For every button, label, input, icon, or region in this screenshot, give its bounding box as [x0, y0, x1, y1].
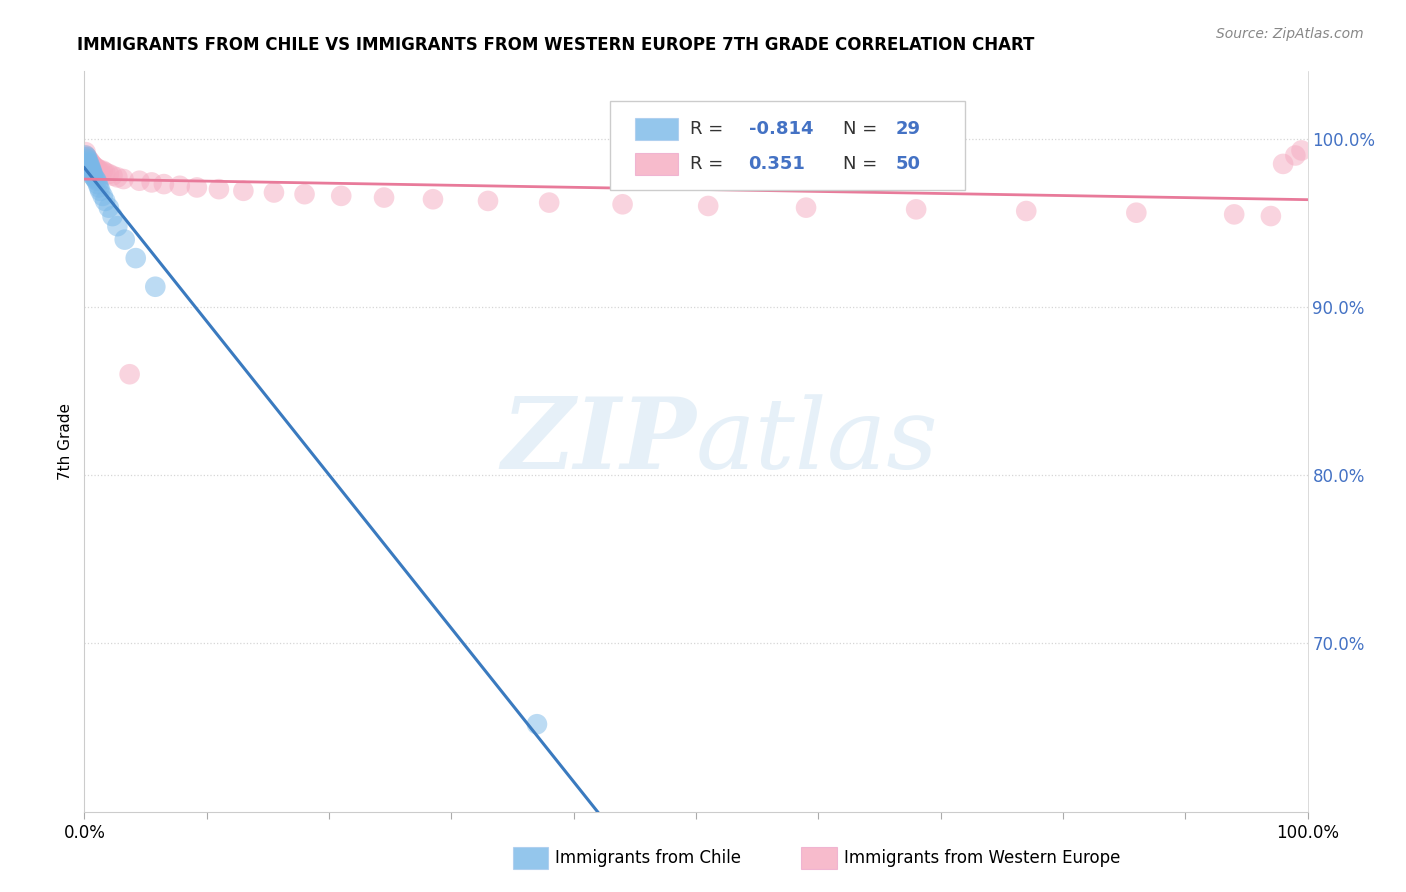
- Point: [1125, 205, 1147, 219]
- Point: [77, 153, 100, 168]
- Point: [79, 161, 101, 176]
- Point: [82, 167, 104, 181]
- Point: [97, 167, 120, 181]
- Point: [186, 180, 208, 194]
- Point: [526, 717, 548, 731]
- Point: [1284, 148, 1306, 162]
- Point: [1291, 144, 1313, 158]
- Point: [101, 169, 124, 183]
- Text: IMMIGRANTS FROM CHILE VS IMMIGRANTS FROM WESTERN EUROPE 7TH GRADE CORRELATION CH: IMMIGRANTS FROM CHILE VS IMMIGRANTS FROM…: [77, 36, 1035, 54]
- Bar: [636, 118, 678, 140]
- Point: [89, 184, 111, 198]
- Text: N =: N =: [842, 120, 883, 138]
- Point: [87, 180, 110, 194]
- Point: [538, 195, 561, 210]
- Point: [422, 192, 444, 206]
- Point: [76, 152, 98, 166]
- Point: [105, 219, 128, 234]
- Point: [77, 152, 100, 166]
- Point: [112, 172, 135, 186]
- Point: [1015, 204, 1038, 219]
- Point: [77, 159, 100, 173]
- Text: R =: R =: [690, 155, 728, 173]
- Point: [77, 153, 100, 168]
- Point: [75, 145, 97, 160]
- Point: [80, 165, 103, 179]
- Point: [80, 163, 103, 178]
- Point: [82, 159, 104, 173]
- Text: 0.351: 0.351: [748, 155, 806, 173]
- Point: [79, 155, 101, 169]
- Point: [80, 157, 103, 171]
- Point: [76, 150, 98, 164]
- Point: [905, 202, 928, 217]
- Point: [83, 161, 105, 175]
- Point: [143, 279, 166, 293]
- Text: N =: N =: [842, 155, 883, 173]
- Point: [75, 148, 97, 162]
- Text: atlas: atlas: [696, 394, 939, 489]
- Point: [83, 170, 105, 185]
- Point: [77, 155, 100, 169]
- Text: 50: 50: [896, 155, 921, 173]
- Point: [477, 194, 499, 208]
- Text: Immigrants from Western Europe: Immigrants from Western Europe: [844, 849, 1121, 867]
- Point: [75, 148, 97, 162]
- Point: [114, 233, 136, 247]
- Point: [169, 178, 191, 193]
- Point: [153, 177, 176, 191]
- Bar: [636, 153, 678, 175]
- Point: [87, 161, 110, 176]
- Point: [87, 177, 110, 191]
- Point: [77, 153, 100, 168]
- Point: [97, 201, 120, 215]
- Point: [77, 155, 100, 169]
- Point: [1223, 207, 1246, 221]
- Text: Immigrants from Chile: Immigrants from Chile: [555, 849, 741, 867]
- Point: [294, 187, 316, 202]
- Text: 29: 29: [896, 120, 921, 138]
- Point: [86, 161, 108, 176]
- Point: [94, 165, 117, 179]
- Y-axis label: 7th Grade: 7th Grade: [58, 403, 73, 480]
- Point: [105, 170, 128, 185]
- Point: [86, 174, 108, 188]
- Point: [118, 368, 141, 382]
- Point: [125, 251, 148, 265]
- Text: -0.814: -0.814: [748, 120, 813, 138]
- Point: [697, 199, 720, 213]
- Point: [1260, 209, 1282, 223]
- Point: [208, 182, 231, 196]
- Text: Source: ZipAtlas.com: Source: ZipAtlas.com: [1216, 27, 1364, 41]
- Point: [94, 194, 117, 208]
- Point: [101, 209, 124, 223]
- Point: [76, 152, 98, 166]
- Point: [263, 186, 285, 200]
- Point: [612, 197, 634, 211]
- Point: [794, 201, 817, 215]
- Point: [330, 189, 353, 203]
- Point: [373, 190, 395, 204]
- Point: [79, 157, 101, 171]
- Point: [82, 169, 104, 183]
- Text: R =: R =: [690, 120, 728, 138]
- Point: [82, 159, 104, 173]
- Point: [141, 176, 163, 190]
- Point: [77, 157, 100, 171]
- Text: ZIP: ZIP: [501, 393, 696, 490]
- Point: [91, 163, 114, 178]
- FancyBboxPatch shape: [610, 101, 965, 190]
- Point: [79, 161, 101, 175]
- Point: [76, 150, 98, 164]
- Point: [84, 161, 107, 175]
- Point: [89, 163, 111, 178]
- Point: [1272, 157, 1295, 171]
- Point: [232, 184, 254, 198]
- Point: [128, 174, 150, 188]
- Point: [91, 189, 114, 203]
- Point: [84, 172, 107, 186]
